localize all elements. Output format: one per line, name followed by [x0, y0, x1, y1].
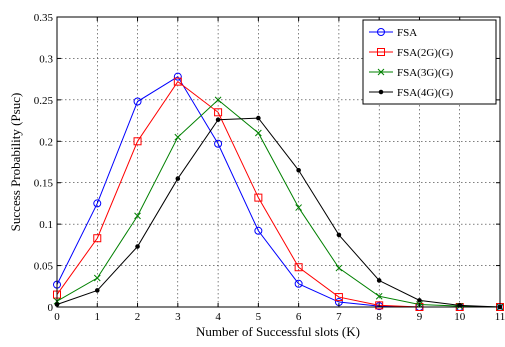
y-tick-label: 0.15 [34, 178, 54, 190]
data-point [93, 274, 101, 282]
y-tick-label: 0.3 [39, 53, 53, 65]
data-point [375, 292, 383, 300]
data-point [334, 293, 343, 302]
data-point [417, 298, 422, 303]
data-point [254, 193, 263, 202]
data-point [294, 279, 303, 288]
data-point [135, 244, 140, 249]
y-tick-label: 0.25 [34, 95, 54, 107]
data-point [335, 264, 343, 272]
legend-label: FSA(2G)(G) [397, 47, 454, 59]
data-point [376, 278, 382, 283]
plot-frame [56, 16, 501, 308]
legend-entry: FSA(4G)(G) [369, 87, 454, 99]
data-point [255, 129, 262, 137]
y-tick-label: 0.2 [39, 136, 53, 148]
data-point [93, 234, 102, 243]
x-tick-label: 0 [54, 311, 60, 323]
data-point [296, 167, 301, 173]
legend-label: FSA [397, 27, 417, 39]
data-point [295, 204, 302, 211]
legend-box [362, 19, 497, 105]
x-tick-label: 11 [495, 311, 505, 323]
data-point [173, 77, 182, 86]
data-point [294, 263, 303, 272]
data-point [174, 133, 182, 141]
legend-label: FSA(4G)(G) [397, 87, 454, 99]
x-tick-label: 3 [175, 311, 181, 323]
ticks: 0 1 2 3 4 5 6 7 8 9 10 11 0 0.05 0.1 0.15 0.2 0.25 0.3 0.35 [34, 12, 505, 323]
legend-marker [377, 48, 385, 56]
data-point [175, 176, 181, 181]
data-point [336, 232, 342, 238]
data-point [215, 117, 221, 123]
y-tick-label: 0 [48, 302, 54, 314]
y-axis-title: Success Probability (Psuc) [8, 93, 23, 232]
legend-marker [378, 89, 384, 95]
legend-entry: FSA [369, 27, 417, 39]
x-tick-label: 9 [417, 311, 423, 323]
series-line [56, 117, 501, 308]
series-4 [54, 115, 503, 310]
legend: FSA FSA(2G)(G) FSA(3G)(G) FSA(4G)(G) [362, 19, 497, 105]
data-point [214, 108, 223, 117]
legend-marker [377, 68, 385, 76]
x-tick-label: 4 [215, 311, 221, 323]
legend-label: FSA(3G)(G) [397, 67, 454, 79]
x-tick-label: 1 [95, 311, 101, 323]
data-point [134, 212, 141, 220]
x-axis-title: Number of Successful slots (K) [196, 324, 360, 339]
data-point [256, 115, 261, 121]
x-tick-label: 8 [376, 311, 382, 323]
legend-entry: FSA(2G)(G) [369, 47, 454, 59]
data-point [214, 139, 223, 148]
series-group [53, 72, 504, 311]
data-point [254, 226, 263, 235]
x-tick-label: 7 [336, 311, 342, 323]
data-point [94, 288, 100, 293]
series-line [56, 99, 501, 308]
data-point [93, 199, 102, 208]
y-tick-label: 0.1 [39, 219, 53, 231]
x-tick-label: 10 [454, 311, 466, 323]
legend-marker [377, 28, 385, 36]
y-tick-label: 0.05 [34, 261, 54, 273]
x-tick-label: 5 [256, 311, 262, 323]
x-tick-label: 6 [296, 311, 302, 323]
data-point [375, 301, 384, 310]
data-point [214, 96, 222, 104]
data-point [133, 97, 142, 106]
data-point [133, 137, 142, 146]
x-tick-label: 2 [135, 311, 141, 323]
data-point [173, 72, 182, 81]
legend-entry: FSA(3G)(G) [369, 67, 454, 79]
y-tick-label: 0.35 [34, 12, 54, 24]
